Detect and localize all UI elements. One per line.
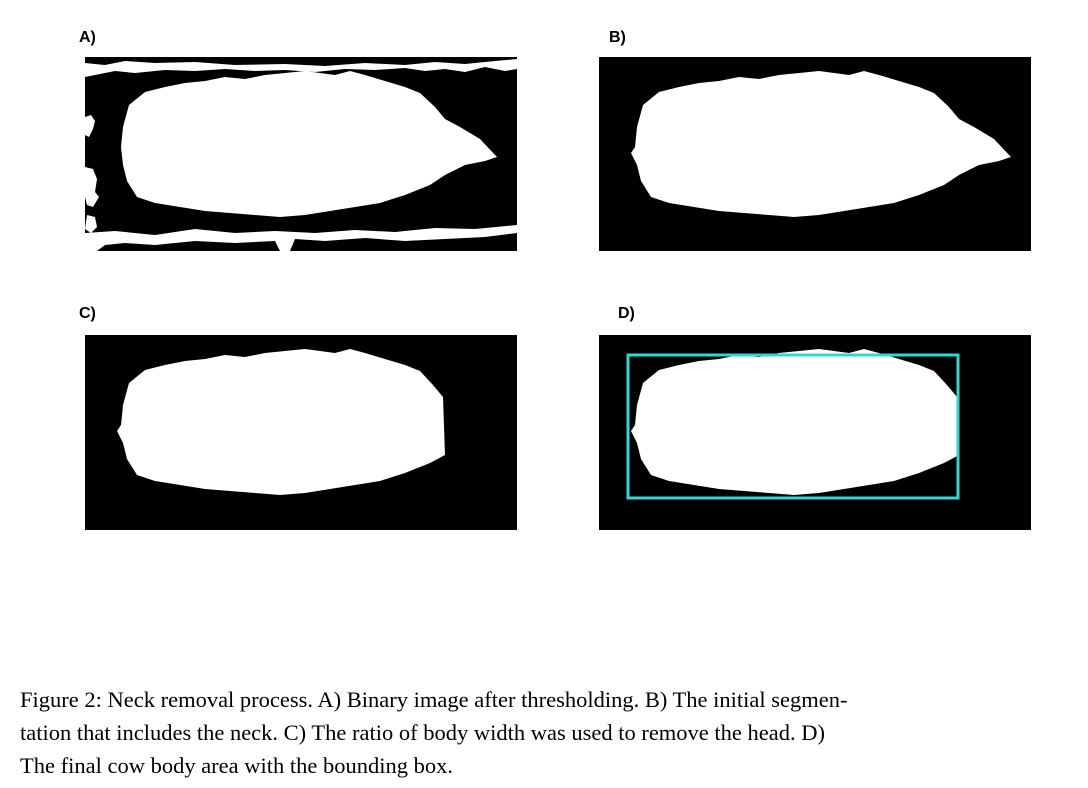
panel-a-bottom-noise [85, 225, 517, 251]
panel-d-cow-shape [631, 349, 959, 495]
caption-line-1: Figure 2: Neck removal process. A) Binar… [20, 687, 848, 712]
panel-a-binary-image [85, 57, 517, 251]
panel-a-left-noise [85, 115, 99, 233]
panel-c-head-removed [85, 335, 517, 530]
panel-b-label: B) [609, 29, 626, 46]
caption-line-2: tation that includes the neck. C) The ra… [20, 720, 826, 745]
panel-a-top-noise [85, 59, 517, 77]
figure-caption: Figure 2: Neck removal process. A) Binar… [20, 683, 1078, 782]
panel-a-cow-shape [121, 71, 497, 217]
panel-b-initial-segmentation [599, 57, 1031, 251]
caption-line-3: The final cow body area with the boundin… [20, 753, 454, 778]
panel-c-cow-shape [117, 349, 445, 495]
panel-c-label: C) [79, 305, 96, 322]
panel-d-label: D) [618, 305, 635, 322]
panel-d-final-body-bbox [599, 335, 1031, 530]
panel-b-cow-shape [631, 71, 1011, 217]
bounding-box [626, 353, 960, 500]
panel-a-label: A) [79, 29, 96, 46]
